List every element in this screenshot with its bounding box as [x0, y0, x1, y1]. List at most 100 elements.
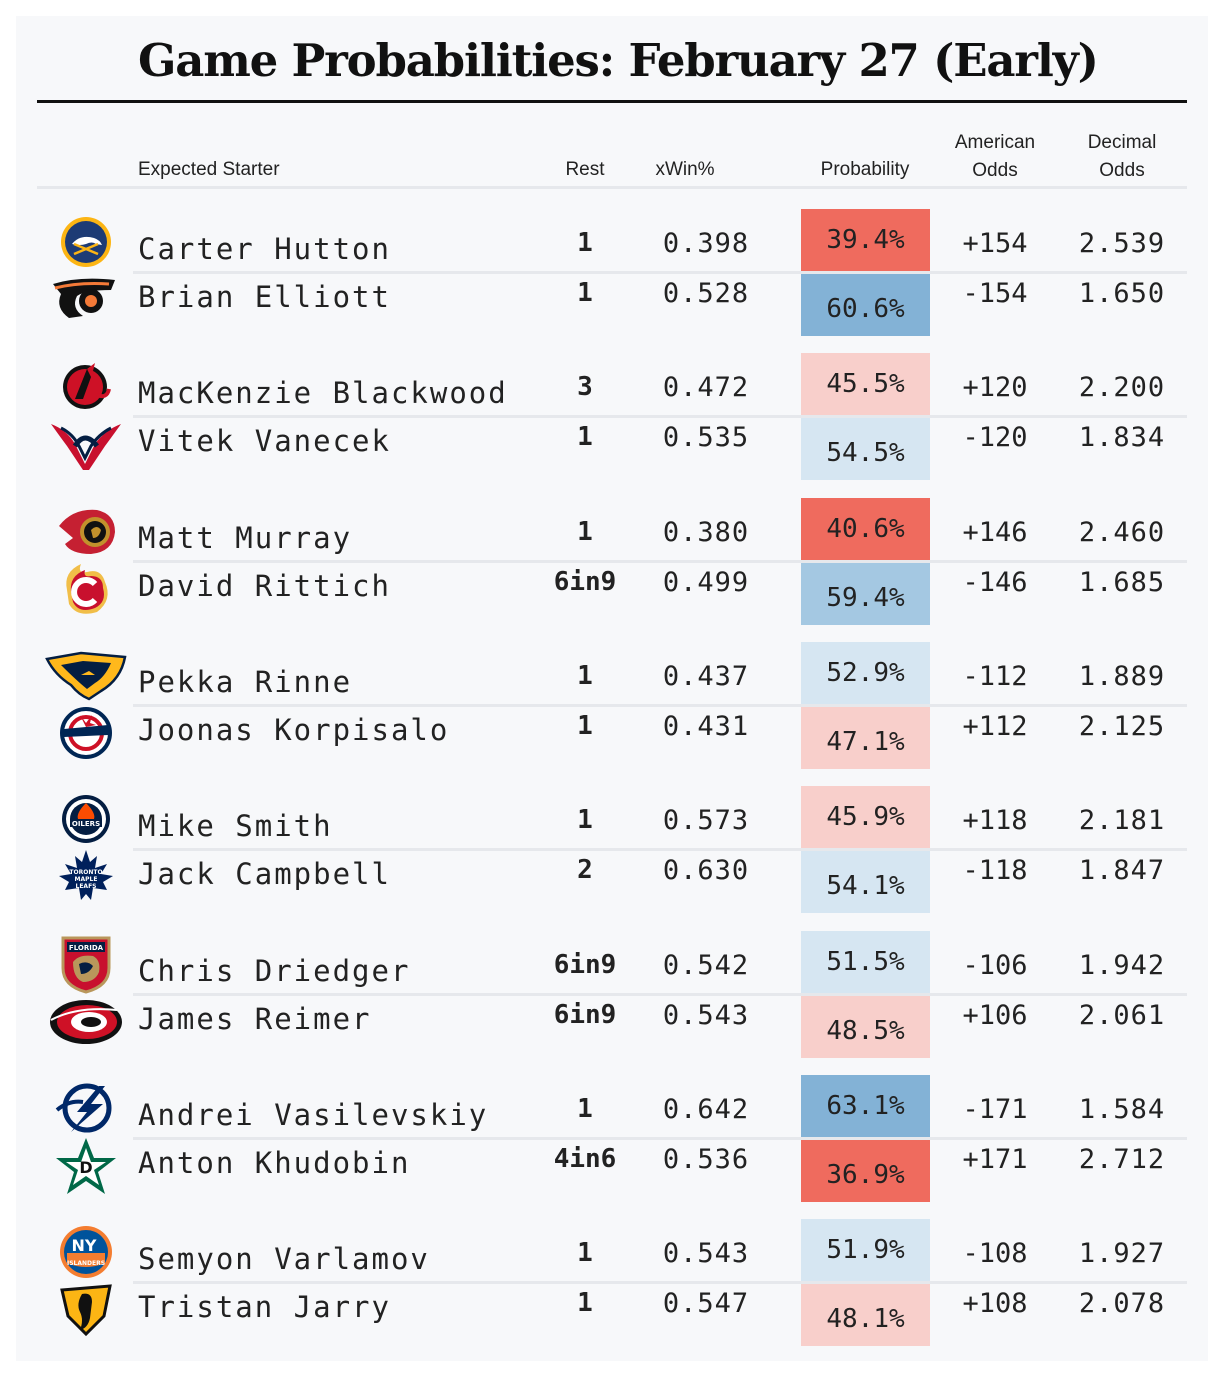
xwin-value: 0.642 — [662, 1093, 750, 1125]
row-divider — [133, 848, 1187, 852]
decimal-odds-value: 1.847 — [1078, 855, 1166, 887]
decimal-odds-value: 2.539 — [1078, 228, 1166, 259]
penguins-logo-icon — [45, 1278, 127, 1342]
game-block: MacKenzie Blackwood 3 0.472 45.5% +120 2.200 V… — [0, 352, 1224, 496]
decimal-odds-value: 1.650 — [1078, 278, 1166, 309]
row-divider — [133, 1136, 1187, 1140]
table-row: D Anton Khudobin 4in6 0.536 36.9% +171 2.712 — [0, 1137, 1224, 1202]
table-row: Pekka Rinne 1 0.437 52.9% -112 1.889 — [0, 641, 1224, 705]
rest-value: 1 — [577, 1093, 593, 1124]
xwin-value: 0.630 — [662, 855, 750, 887]
header-decimal-line-2: Odds — [1099, 160, 1145, 181]
xwin-value: 0.431 — [662, 710, 750, 742]
senators-logo-icon — [45, 499, 127, 563]
xwin-value: 0.543 — [662, 999, 750, 1031]
header-decimal-line-1: Decimal — [1087, 132, 1157, 153]
decimal-odds-value: 1.927 — [1078, 1238, 1166, 1270]
american-odds-value: -154 — [962, 278, 1028, 309]
decimal-odds-value: 1.685 — [1078, 566, 1166, 598]
header-decimal-odds: Decimal Odds — [1062, 129, 1182, 185]
row-divider — [133, 415, 1187, 419]
rest-value: 1 — [577, 1288, 593, 1319]
rest-value: 3 — [577, 372, 593, 403]
table-row: Matt Murray 1 0.380 40.6% +146 2.460 — [0, 497, 1224, 561]
decimal-odds-value: 2.200 — [1078, 372, 1166, 404]
table-row: Carter Hutton 1 0.398 39.4% +154 2.539 — [0, 208, 1224, 272]
maple-leafs-logo-icon: TORONTO MAPLE LEAFS — [45, 845, 127, 909]
header-divider — [37, 186, 1187, 189]
svg-text:ISLANDERS: ISLANDERS — [67, 1260, 105, 1267]
blue-jackets-logo-icon — [45, 701, 127, 765]
rest-value: 1 — [577, 660, 593, 691]
table-row: David Rittich 6in9 0.499 59.4% -146 1.685 — [0, 561, 1224, 625]
starter-name: Andrei Vasilevskiy — [138, 1097, 489, 1132]
table-row: Brian Elliott 1 0.528 60.6% -154 1.650 — [0, 272, 1224, 336]
header-rest: Rest — [565, 159, 605, 180]
decimal-odds-value: 1.942 — [1078, 949, 1166, 981]
rest-value: 1 — [577, 422, 593, 453]
header-american-line-2: Odds — [972, 160, 1018, 181]
american-odds-value: +108 — [962, 1288, 1028, 1320]
starter-name: David Rittich — [138, 568, 391, 603]
american-odds-value: -112 — [962, 660, 1028, 692]
starter-name: Matt Murray — [138, 520, 353, 555]
lightning-logo-icon — [45, 1076, 127, 1140]
american-odds-value: +118 — [962, 805, 1028, 837]
table-row: James Reimer 6in9 0.543 48.5% +106 2.061 — [0, 994, 1224, 1058]
starter-name: Chris Driedger — [138, 953, 411, 988]
american-odds-value: +106 — [962, 999, 1028, 1031]
probability-cell: 54.1% — [801, 851, 930, 914]
american-odds-value: -146 — [962, 566, 1028, 598]
xwin-value: 0.437 — [662, 660, 750, 692]
american-odds-value: +154 — [962, 228, 1028, 259]
table-row: TORONTO MAPLE LEAFS Jack Campbell 2 0.630 54.1… — [0, 849, 1224, 914]
game-block: OILERS Mike Smith 1 0.573 45.9% +118 2.181 TORO… — [0, 785, 1224, 929]
game-block: Andrei Vasilevskiy 1 0.642 63.1% -171 1.584 D A… — [0, 1074, 1224, 1218]
decimal-odds-value: 1.889 — [1078, 660, 1166, 692]
svg-text:MAPLE: MAPLE — [75, 876, 98, 883]
predators-logo-icon — [45, 643, 127, 707]
table-row: FLORIDA Chris Driedger 6in9 0.542 51.5% -106 1… — [0, 930, 1224, 994]
starter-name: Mike Smith — [138, 809, 333, 844]
decimal-odds-value: 2.460 — [1078, 516, 1166, 548]
starter-name: Pekka Rinne — [138, 664, 353, 699]
row-divider — [133, 992, 1187, 996]
devils-logo-icon — [45, 354, 127, 418]
header-american-odds: American Odds — [940, 129, 1050, 185]
header-probability: Probability — [820, 159, 910, 180]
table-row: NY ISLANDERS Semyon Varlamov 1 0.543 51.9% -10… — [0, 1218, 1224, 1282]
table-row: OILERS Mike Smith 1 0.573 45.9% +118 2.181 — [0, 785, 1224, 849]
sabres-logo-icon — [45, 210, 127, 274]
decimal-odds-value: 2.061 — [1078, 999, 1166, 1031]
xwin-value: 0.535 — [662, 422, 750, 454]
american-odds-value: +146 — [962, 516, 1028, 548]
flames-logo-icon — [45, 557, 127, 621]
game-block: Carter Hutton 1 0.398 39.4% +154 2.539 Brian E… — [0, 208, 1224, 352]
american-odds-value: -108 — [962, 1238, 1028, 1270]
american-odds-value: -106 — [962, 949, 1028, 981]
rest-value: 1 — [577, 805, 593, 836]
probability-cell: 51.5% — [801, 930, 930, 993]
american-odds-value: -171 — [962, 1093, 1028, 1125]
american-odds-value: +120 — [962, 372, 1028, 404]
xwin-value: 0.499 — [662, 566, 750, 598]
starter-name: MacKenzie Blackwood — [138, 376, 508, 411]
row-divider — [133, 271, 1187, 274]
starter-name: James Reimer — [138, 1001, 372, 1036]
starter-name: Carter Hutton — [138, 232, 391, 266]
xwin-value: 0.573 — [662, 805, 750, 837]
american-odds-value: +171 — [962, 1143, 1028, 1175]
hurricanes-logo-icon — [45, 990, 127, 1054]
decimal-odds-value: 2.125 — [1078, 710, 1166, 742]
rest-value: 1 — [577, 278, 593, 308]
xwin-value: 0.398 — [662, 228, 750, 259]
rest-value: 6in9 — [553, 999, 617, 1030]
table-row: Tristan Jarry 1 0.547 48.1% +108 2.078 — [0, 1282, 1224, 1347]
svg-text:NY: NY — [72, 1236, 97, 1255]
rest-value: 1 — [577, 710, 593, 741]
probability-cell: 47.1% — [801, 706, 930, 769]
probability-cell: 45.5% — [801, 353, 930, 416]
islanders-logo-icon: NY ISLANDERS — [45, 1220, 127, 1284]
probability-cell: 54.5% — [801, 418, 930, 481]
game-block: NY ISLANDERS Semyon Varlamov 1 0.543 51.9% -10… — [0, 1218, 1224, 1362]
